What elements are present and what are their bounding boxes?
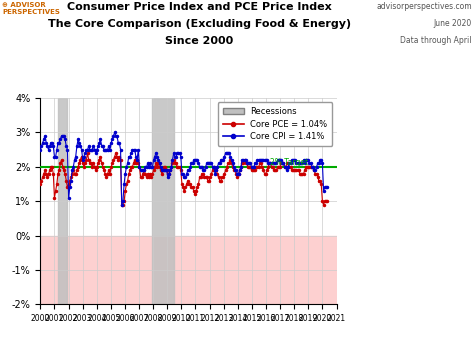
Legend: Recessions, Core PCE = 1.04%, Core CPI = 1.41%: Recessions, Core PCE = 1.04%, Core CPI =… bbox=[218, 102, 332, 146]
Text: Consumer Price Index and PCE Price Index: Consumer Price Index and PCE Price Index bbox=[67, 2, 331, 12]
Core CPI = 1.41% bbox=[268, 161, 273, 165]
Text: June 2020: June 2020 bbox=[433, 19, 472, 28]
Text: 2% Target: 2% Target bbox=[270, 158, 309, 167]
Core PCE = 1.04% bbox=[119, 203, 125, 207]
Line: Core CPI = 1.41%: Core CPI = 1.41% bbox=[39, 131, 328, 206]
Core CPI = 1.41% bbox=[281, 161, 286, 165]
Core PCE = 1.04% bbox=[157, 165, 163, 169]
Text: Data through April: Data through April bbox=[400, 36, 472, 45]
Core CPI = 1.41% bbox=[324, 185, 330, 190]
Core PCE = 1.04% bbox=[164, 168, 169, 172]
Core PCE = 1.04% bbox=[268, 161, 273, 165]
Bar bbox=[58, 98, 67, 304]
Core CPI = 1.41% bbox=[278, 158, 284, 162]
Text: Since 2000: Since 2000 bbox=[165, 36, 233, 46]
Core PCE = 1.04% bbox=[246, 165, 252, 169]
Text: ⊕ ADVISOR
PERSPECTIVES: ⊕ ADVISOR PERSPECTIVES bbox=[2, 2, 60, 15]
Core PCE = 1.04% bbox=[85, 151, 91, 155]
Line: Core PCE = 1.04%: Core PCE = 1.04% bbox=[39, 152, 328, 206]
Core PCE = 1.04% bbox=[281, 161, 286, 165]
Core CPI = 1.41% bbox=[119, 203, 125, 207]
Core CPI = 1.41% bbox=[164, 168, 169, 172]
Core PCE = 1.04% bbox=[278, 161, 284, 165]
Core CPI = 1.41% bbox=[157, 161, 163, 165]
Text: advisorperspectives.com: advisorperspectives.com bbox=[376, 2, 472, 11]
Core CPI = 1.41% bbox=[37, 148, 43, 152]
Core CPI = 1.41% bbox=[246, 161, 252, 165]
Bar bbox=[152, 98, 174, 304]
Core PCE = 1.04% bbox=[37, 182, 43, 186]
Core PCE = 1.04% bbox=[324, 199, 330, 203]
Text: The Core Comparison (Excluding Food & Energy): The Core Comparison (Excluding Food & En… bbox=[47, 19, 351, 29]
Bar bbox=[40, 236, 337, 304]
Core CPI = 1.41% bbox=[112, 130, 118, 135]
